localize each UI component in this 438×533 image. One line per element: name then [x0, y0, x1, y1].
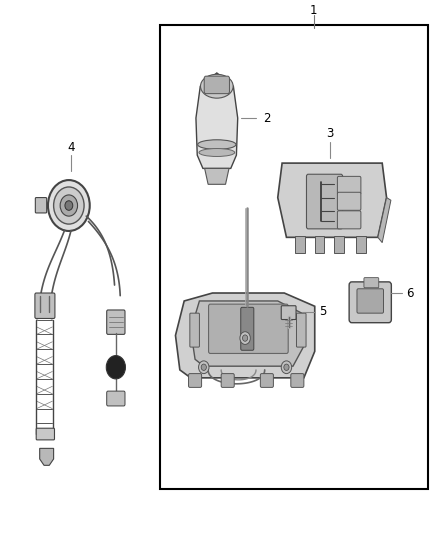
FancyBboxPatch shape	[35, 293, 55, 318]
FancyBboxPatch shape	[241, 308, 254, 350]
Ellipse shape	[201, 74, 233, 98]
FancyBboxPatch shape	[35, 198, 47, 213]
FancyBboxPatch shape	[337, 211, 361, 229]
FancyBboxPatch shape	[107, 310, 125, 334]
FancyBboxPatch shape	[337, 176, 361, 195]
FancyBboxPatch shape	[36, 428, 54, 440]
Text: 1: 1	[310, 4, 318, 17]
Circle shape	[281, 361, 292, 374]
FancyBboxPatch shape	[337, 192, 361, 211]
Ellipse shape	[199, 149, 235, 157]
Polygon shape	[191, 301, 304, 366]
Bar	[356, 236, 366, 253]
FancyBboxPatch shape	[188, 374, 201, 387]
Circle shape	[65, 201, 73, 211]
Circle shape	[106, 356, 125, 379]
Polygon shape	[176, 293, 315, 378]
FancyBboxPatch shape	[208, 304, 288, 353]
Polygon shape	[278, 163, 387, 237]
Text: 4: 4	[67, 141, 75, 154]
Bar	[160, 25, 428, 489]
Ellipse shape	[198, 140, 236, 149]
Circle shape	[284, 364, 289, 370]
Bar	[334, 236, 344, 253]
Circle shape	[60, 195, 78, 216]
Text: 6: 6	[406, 287, 413, 300]
FancyBboxPatch shape	[297, 313, 306, 347]
FancyBboxPatch shape	[357, 289, 384, 313]
Circle shape	[201, 364, 206, 370]
Bar	[315, 236, 324, 253]
Text: 5: 5	[319, 305, 326, 318]
Polygon shape	[205, 168, 229, 184]
Circle shape	[53, 187, 84, 224]
Bar	[295, 236, 305, 253]
Circle shape	[243, 335, 248, 341]
Polygon shape	[40, 448, 53, 465]
FancyBboxPatch shape	[364, 278, 379, 288]
FancyBboxPatch shape	[349, 282, 391, 322]
Polygon shape	[196, 73, 238, 168]
Polygon shape	[378, 198, 391, 243]
FancyBboxPatch shape	[307, 174, 343, 229]
Circle shape	[198, 361, 209, 374]
Text: 2: 2	[263, 111, 271, 125]
FancyBboxPatch shape	[190, 313, 199, 347]
Circle shape	[240, 332, 251, 344]
FancyBboxPatch shape	[107, 391, 125, 406]
FancyBboxPatch shape	[281, 306, 296, 319]
Text: 3: 3	[326, 127, 334, 140]
Circle shape	[48, 180, 90, 231]
FancyBboxPatch shape	[221, 374, 234, 387]
FancyBboxPatch shape	[291, 374, 304, 387]
FancyBboxPatch shape	[260, 374, 273, 387]
FancyBboxPatch shape	[204, 76, 230, 94]
